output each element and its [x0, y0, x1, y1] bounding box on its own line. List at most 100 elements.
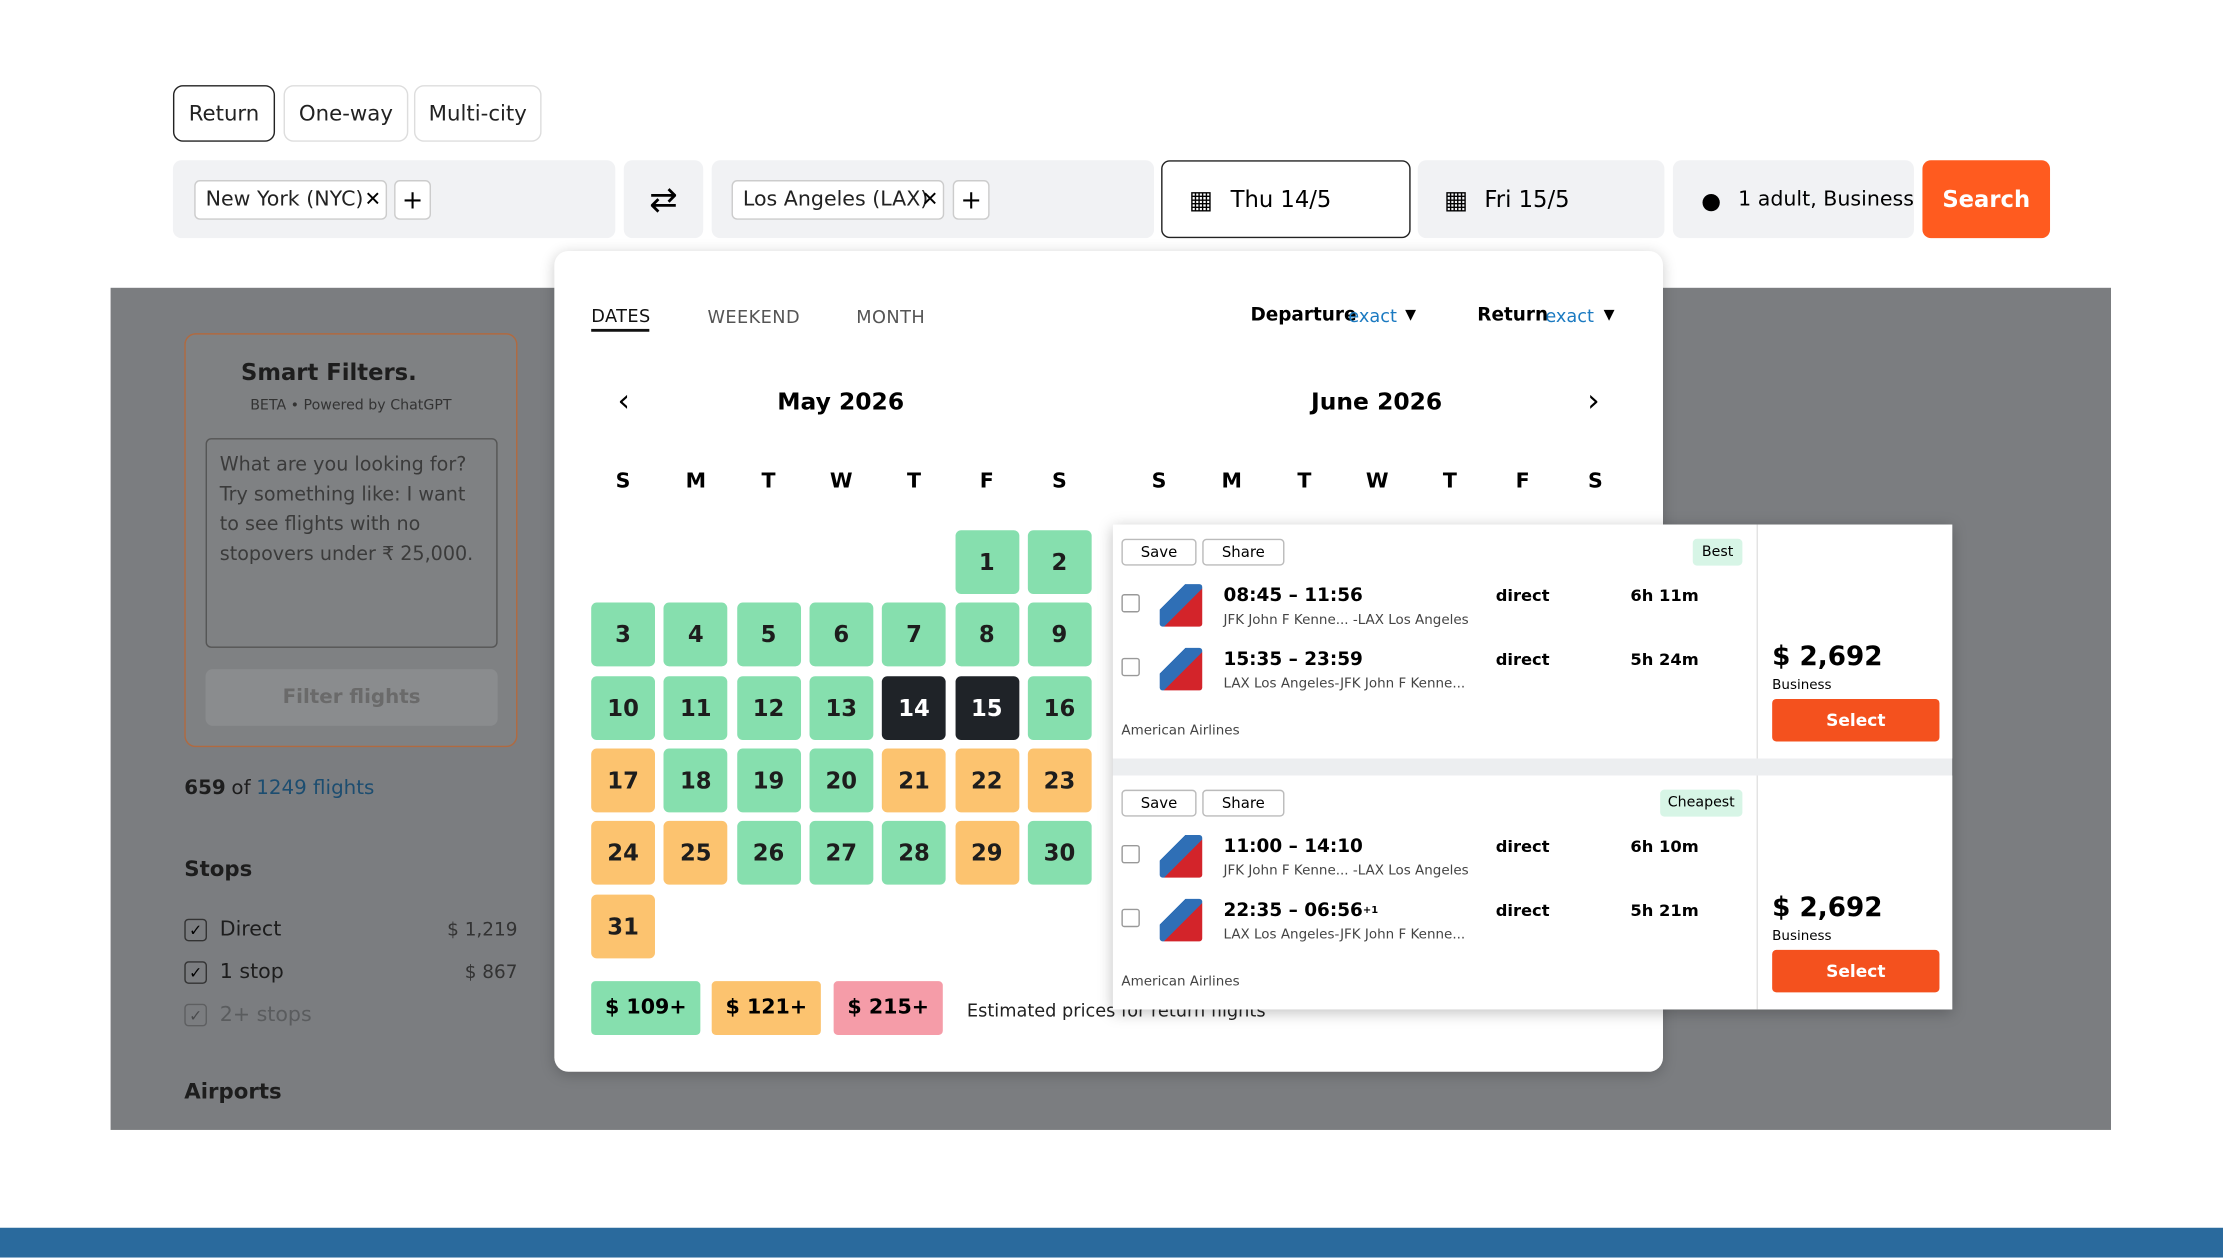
day-cell[interactable]: 29 [954, 821, 1019, 885]
month-title: May 2026 [777, 387, 905, 415]
result-price: $ 2,692 [1772, 641, 1883, 672]
footer-bar [0, 1227, 2223, 1258]
smart-filters-input[interactable]: What are you looking for? Try something … [205, 438, 498, 648]
prev-month[interactable]: ‹ [617, 383, 631, 419]
destination-chip[interactable]: Los Angeles (LAX) [731, 180, 945, 220]
leg-checkbox[interactable] [1121, 657, 1140, 677]
weekday: M [1221, 470, 1242, 494]
day-cell[interactable]: 5 [736, 602, 801, 667]
leg-times: 11:00 – 14:10 [1223, 835, 1363, 858]
return-field[interactable]: Fri 15/5 [1417, 160, 1665, 239]
leg-checkbox[interactable] [1121, 844, 1140, 864]
day-cell[interactable]: 31 [591, 893, 655, 958]
day-cell[interactable]: 4 [663, 602, 728, 667]
leg-route: LAX Los Angeles-JFK John F Kenne... [1223, 675, 1466, 692]
stop-label: 1 stop [219, 961, 284, 984]
leg-route: JFK John F Kenne... -LAX Los Angeles [1223, 862, 1469, 879]
weekday: T [1297, 470, 1312, 494]
day-cell[interactable]: 13 [809, 675, 874, 740]
day-cell[interactable]: 24 [591, 821, 655, 885]
day-cell[interactable]: 28 [882, 821, 946, 885]
trip-type-button[interactable]: Return [172, 85, 276, 142]
day-cell[interactable]: 18 [663, 748, 728, 813]
calendar-tab[interactable]: WEEKEND [707, 305, 801, 327]
depart-field[interactable]: Thu 14/5 [1161, 160, 1411, 239]
result-tag: Best [1692, 538, 1743, 566]
search-button[interactable]: Search [1922, 160, 2051, 239]
share-button[interactable]: Share [1202, 538, 1285, 566]
day-cell[interactable]: 16 [1027, 675, 1092, 740]
next-month[interactable]: › [1587, 383, 1600, 419]
add-button[interactable]: + [952, 180, 990, 220]
day-cell[interactable]: 2 [1027, 530, 1092, 595]
day-cell[interactable]: 21 [882, 748, 946, 813]
filter-button[interactable]: Filter flights [205, 669, 498, 726]
day-cell[interactable]: 14 [882, 675, 946, 740]
leg-checkbox[interactable] [1121, 594, 1140, 613]
add-button[interactable]: + [394, 180, 431, 220]
day-cell[interactable]: 9 [1027, 602, 1092, 667]
departure-mode[interactable]: exact [1348, 304, 1397, 326]
day-cell[interactable]: 11 [663, 675, 728, 740]
checkbox[interactable]: ✓ [184, 961, 207, 984]
leg-times: 08:45 – 11:56 [1223, 584, 1363, 607]
leg-times: 22:35 – 06:56 +1 [1223, 899, 1379, 921]
weekday: M [685, 470, 707, 494]
share-button[interactable]: Share [1202, 789, 1285, 817]
result-tag: Cheapest [1660, 789, 1743, 817]
day-cell[interactable]: 30 [1027, 821, 1092, 885]
day-cell[interactable]: 17 [591, 748, 655, 813]
day-cell[interactable]: 15 [954, 675, 1019, 740]
stop-price: $ 1,219 [447, 919, 518, 941]
count-text: of [231, 776, 251, 800]
day-cell[interactable]: 26 [736, 821, 801, 885]
price-legend: $ 121+ [711, 981, 821, 1035]
checkbox[interactable]: ✓ [184, 1003, 207, 1027]
trip-type-button[interactable]: One-way [283, 85, 409, 142]
leg-stops: direct [1495, 836, 1550, 857]
weekday: S [1052, 470, 1067, 494]
leg-duration: 6h 11m [1630, 585, 1699, 606]
airline-logo [1159, 584, 1203, 627]
save-button[interactable]: Save [1121, 789, 1197, 817]
day-cell[interactable]: 22 [954, 748, 1019, 813]
origin-chip[interactable]: New York (NYC) [194, 180, 388, 220]
travellers-field[interactable]: 1 adult, Business [1672, 160, 1914, 239]
day-cell[interactable]: 23 [1027, 748, 1092, 813]
leg-route: LAX Los Angeles-JFK John F Kenne... [1223, 926, 1466, 943]
swap-button[interactable]: ⇄ [623, 160, 704, 239]
calendar-icon: ▦ [1188, 185, 1213, 215]
result-price: $ 2,692 [1772, 892, 1883, 923]
day-cell[interactable]: 7 [882, 602, 946, 667]
count-text: 1249 flights [256, 776, 375, 800]
airline-logo [1159, 835, 1203, 878]
save-button[interactable]: Save [1121, 538, 1197, 566]
day-cell[interactable]: 25 [663, 821, 728, 885]
remove-icon[interactable]: ✕ [364, 188, 382, 212]
calendar-tab[interactable]: DATES [591, 301, 650, 332]
return-mode[interactable]: exact [1545, 304, 1594, 326]
select-button[interactable]: Select [1772, 698, 1940, 742]
day-cell[interactable]: 3 [591, 602, 655, 667]
leg-duration: 5h 21m [1630, 900, 1699, 921]
weekday: S [1587, 470, 1603, 494]
day-cell[interactable]: 20 [809, 748, 874, 813]
day-cell[interactable]: 12 [736, 675, 801, 740]
return-label: Return [1477, 304, 1549, 326]
remove-icon[interactable]: ✕ [921, 188, 939, 212]
stops-title: Stops [184, 856, 253, 882]
day-cell[interactable]: 1 [954, 530, 1019, 595]
day-cell[interactable]: 10 [591, 675, 655, 740]
select-button[interactable]: Select [1772, 949, 1940, 993]
day-cell[interactable]: 8 [954, 602, 1019, 667]
calendar-tab[interactable]: MONTH [856, 305, 926, 327]
day-cell[interactable]: 19 [736, 748, 801, 813]
day-cell[interactable]: 27 [809, 821, 874, 885]
checkbox[interactable]: ✓ [184, 918, 207, 942]
day-cell[interactable]: 6 [809, 602, 874, 667]
departure-label: Departure [1250, 304, 1357, 326]
cabin-class: Business [1772, 927, 1832, 944]
leg-checkbox[interactable] [1121, 908, 1140, 928]
trip-type-button[interactable]: Multi-city [413, 85, 542, 142]
